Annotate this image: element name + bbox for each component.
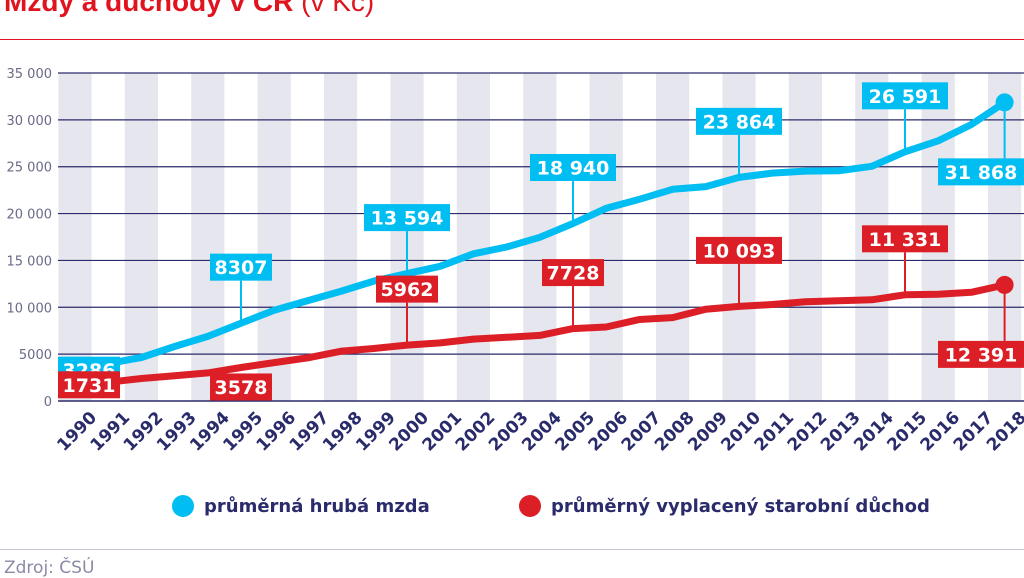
- data-label: 13 594: [371, 208, 444, 230]
- data-label: 12 391: [945, 344, 1018, 366]
- data-label-box: [696, 236, 782, 264]
- y-tick-label: 25 000: [7, 161, 53, 176]
- y-axis-ticks: 0 5000 10 000 15 000 20 000 25 000 30 000 35 00…: [7, 67, 53, 410]
- legend-label-wage: průměrná hrubá mzda: [204, 495, 430, 517]
- year-band: [324, 73, 358, 401]
- source-note: Zdroj: ČSÚ: [4, 558, 95, 578]
- y-tick-label: 5000: [19, 348, 52, 363]
- chart-title: Mzdy a důchody v ČR (v Kč): [4, 0, 374, 18]
- data-label: 5962: [381, 279, 434, 301]
- data-label: 11 331: [869, 229, 942, 251]
- year-band: [456, 73, 490, 401]
- footer-divider: [0, 549, 1024, 550]
- data-label: 18 940: [537, 158, 610, 180]
- legend-item-pension: průměrný vyplacený starobní důchod: [519, 493, 930, 519]
- y-tick-label: 30 000: [7, 114, 53, 129]
- year-band: [788, 73, 822, 401]
- data-label-box: [210, 373, 272, 401]
- year-band: [58, 73, 92, 401]
- year-band: [257, 73, 291, 401]
- data-label: 8307: [215, 257, 268, 279]
- series-line: [71, 281, 1009, 389]
- data-label-box: [364, 204, 450, 232]
- legend-marker-pension: [519, 495, 541, 517]
- series-line: [71, 98, 1009, 374]
- y-tick-label: 10 000: [7, 301, 53, 316]
- data-label: 23 864: [703, 111, 776, 133]
- data-label-box: [938, 340, 1024, 368]
- title-divider: [0, 39, 1024, 40]
- legend-marker-wage: [172, 495, 194, 517]
- chart-title-main: Mzdy a důchody v ČR: [4, 0, 294, 17]
- data-label: 10 093: [703, 240, 776, 262]
- data-label-box: [696, 107, 782, 135]
- chart-title-unit: (v Kč): [301, 0, 375, 17]
- data-label-box: [530, 154, 616, 182]
- data-label: 1731: [63, 375, 116, 397]
- y-tick-label: 20 000: [7, 208, 53, 223]
- data-label-box: [862, 82, 948, 110]
- data-label-box: [862, 225, 948, 253]
- data-label-box: [376, 275, 438, 303]
- data-label: 7728: [547, 263, 600, 285]
- data-label: 26 591: [869, 86, 942, 108]
- year-band: [656, 73, 690, 401]
- y-tick-label: 35 000: [7, 67, 53, 82]
- x-axis-ticks: 1990199119921993199419951996199719981999…: [53, 408, 1024, 456]
- data-label-box: [542, 259, 604, 287]
- data-label-box: [938, 158, 1024, 186]
- y-tick-label: 15 000: [7, 254, 53, 269]
- gridlines: [58, 72, 1024, 402]
- year-band: [589, 73, 623, 401]
- series-lines: [71, 93, 1014, 389]
- data-label: 31 868: [945, 162, 1018, 184]
- y-tick-label: 0: [44, 395, 52, 410]
- legend-label-pension: průměrný vyplacený starobní důchod: [551, 495, 930, 517]
- line-chart: 0 5000 10 000 15 000 20 000 25 000 30 000 35 00…: [7, 67, 1024, 456]
- year-band: [191, 73, 225, 401]
- data-label-box: [58, 371, 120, 399]
- legend-item-wage: průměrná hrubá mzda: [172, 493, 430, 519]
- data-label-box: [210, 253, 272, 281]
- year-band: [124, 73, 158, 401]
- data-label: 3578: [215, 377, 268, 399]
